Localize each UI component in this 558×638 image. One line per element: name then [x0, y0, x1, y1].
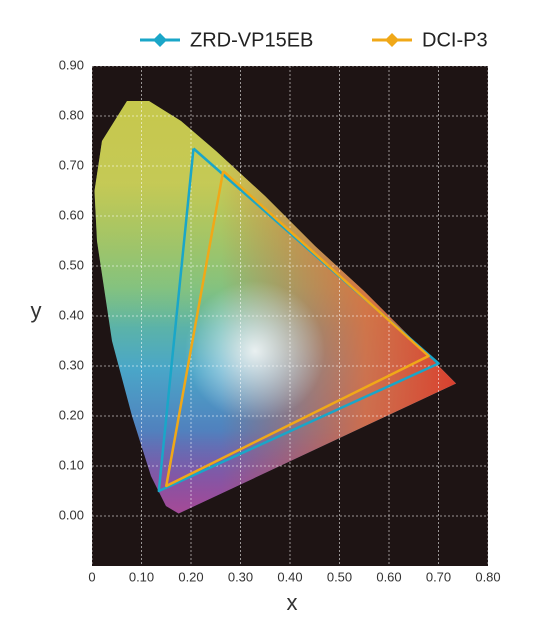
- y-tick-label: 0.40: [59, 307, 84, 322]
- spectral-locus: [94, 101, 456, 514]
- y-tick-label: 0.50: [59, 257, 84, 272]
- x-tick-label: 0.80: [475, 569, 500, 584]
- x-tick-label: 0.20: [178, 569, 203, 584]
- y-axis-label: y: [31, 298, 42, 323]
- y-tick-label: 0.10: [59, 457, 84, 472]
- x-tick-label: 0.70: [426, 569, 451, 584]
- x-tick-label: 0.50: [327, 569, 352, 584]
- legend-label: ZRD-VP15EB: [190, 29, 313, 51]
- x-tick-label: 0.40: [277, 569, 302, 584]
- x-axis-label: x: [287, 590, 298, 615]
- x-tick-label: 0.30: [228, 569, 253, 584]
- y-tick-label: 0.90: [59, 57, 84, 72]
- y-tick-label: 0.80: [59, 107, 84, 122]
- gamut-line: [165, 170, 430, 488]
- y-tick-label: 0.00: [59, 507, 84, 522]
- legend-label: DCI-P3: [422, 29, 488, 51]
- y-tick-label: 0.70: [59, 157, 84, 172]
- legend-marker: [385, 33, 399, 47]
- x-tick-label: 0: [88, 569, 95, 584]
- x-tick-label: 0.10: [129, 569, 154, 584]
- y-tick-label: 0.60: [59, 207, 84, 222]
- x-tick-label: 0.60: [376, 569, 401, 584]
- legend-marker: [153, 33, 167, 47]
- y-tick-label: 0.20: [59, 407, 84, 422]
- y-tick-label: 0.30: [59, 357, 84, 372]
